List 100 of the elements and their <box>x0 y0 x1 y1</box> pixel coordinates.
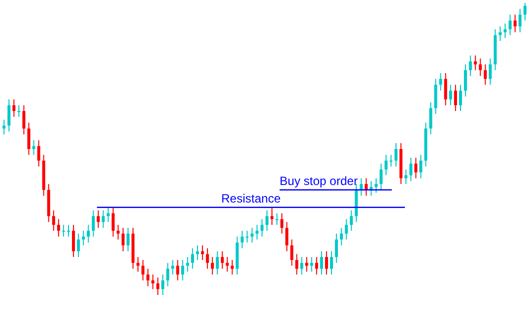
candlestick <box>17 105 20 117</box>
candlestick <box>250 228 254 242</box>
candlestick <box>464 64 467 96</box>
candlestick <box>474 56 477 70</box>
candlestick <box>459 84 462 112</box>
candlestick <box>514 14 517 32</box>
candlestick <box>37 140 40 167</box>
candlestick <box>325 251 328 275</box>
candlestick <box>374 178 378 193</box>
candlestick <box>444 73 448 106</box>
candlestick <box>270 207 274 225</box>
candlestick <box>429 102 432 134</box>
candlestick <box>275 213 278 225</box>
candlestick <box>42 154 46 196</box>
candlestick <box>216 251 219 275</box>
candlestick <box>434 78 438 114</box>
candlestick <box>504 23 507 38</box>
candlestick <box>126 228 130 252</box>
candlestick <box>280 213 284 234</box>
candlestick <box>102 210 105 228</box>
candlestick <box>330 251 333 275</box>
candlestick <box>230 260 234 275</box>
candlestick <box>200 245 204 260</box>
candlestick <box>454 84 458 112</box>
candlestick <box>478 58 482 76</box>
candlestick <box>354 184 358 222</box>
candlestick <box>256 224 259 240</box>
candlestick <box>220 251 224 269</box>
candlestick <box>176 260 180 280</box>
candlestick <box>191 248 194 269</box>
candlestick <box>72 224 75 258</box>
candlestick <box>399 143 402 184</box>
candlestick <box>122 228 125 252</box>
candlestick <box>390 154 393 167</box>
ref-line-label: Resistance <box>221 191 281 206</box>
candlestick <box>305 257 308 272</box>
candlestick <box>141 260 144 280</box>
candlestick <box>285 222 288 252</box>
candlestick <box>171 260 174 275</box>
candlestick <box>161 274 164 295</box>
candlestick <box>7 99 10 132</box>
candlestick <box>32 140 36 155</box>
candlestick <box>484 64 487 85</box>
candlestick <box>67 224 70 237</box>
candlestick <box>132 228 134 269</box>
candlestick <box>151 274 154 290</box>
candlestick <box>206 248 209 269</box>
candlestick <box>414 158 418 178</box>
candlestick <box>92 210 95 237</box>
candlestick <box>116 224 120 240</box>
candlestick <box>384 154 388 176</box>
candlestick <box>2 120 6 134</box>
candlestick <box>508 14 512 36</box>
candlestick <box>52 210 56 231</box>
candlestick <box>300 257 304 275</box>
candlestick <box>290 240 294 266</box>
candlestick <box>82 230 85 246</box>
candlestick <box>22 105 26 134</box>
candlestick <box>76 234 80 258</box>
candlestick <box>106 207 110 222</box>
candlestick <box>310 257 314 272</box>
candlestick <box>524 3 526 21</box>
candlestick <box>439 73 442 91</box>
candlestick <box>419 154 422 178</box>
candlestick <box>260 219 264 237</box>
candlestick <box>236 236 239 275</box>
candlestick <box>62 224 66 237</box>
candlestick <box>240 230 244 248</box>
candlestick <box>424 122 428 167</box>
candlestick <box>196 245 200 260</box>
candlestick <box>394 143 398 167</box>
ref-line-label: Buy stop order <box>280 174 358 188</box>
candlestick <box>344 219 348 240</box>
candlestick <box>27 122 30 155</box>
candlestick <box>380 164 383 190</box>
candlestick <box>246 230 249 242</box>
candlestick <box>488 58 492 85</box>
candlestick <box>265 210 268 231</box>
candlestick <box>112 207 115 237</box>
candlestick <box>96 210 100 228</box>
candlestick <box>468 56 472 76</box>
candlestick <box>186 257 190 272</box>
candlestick <box>226 257 229 272</box>
candlestick <box>409 158 412 182</box>
candlestick <box>498 26 502 41</box>
candlestick <box>404 169 408 184</box>
candlestick <box>340 228 343 246</box>
candlestick <box>181 260 184 280</box>
candlestick <box>315 257 318 275</box>
candlestick <box>518 8 522 32</box>
candlestick <box>494 29 497 70</box>
candlestick <box>156 277 160 295</box>
candlestick <box>334 234 338 263</box>
candlestick <box>320 251 324 275</box>
candlestick <box>136 257 140 272</box>
candlestick <box>86 224 90 242</box>
candlestick <box>146 268 150 286</box>
candlestick <box>47 184 50 222</box>
candlestick <box>210 257 214 275</box>
candlestick <box>449 84 452 106</box>
